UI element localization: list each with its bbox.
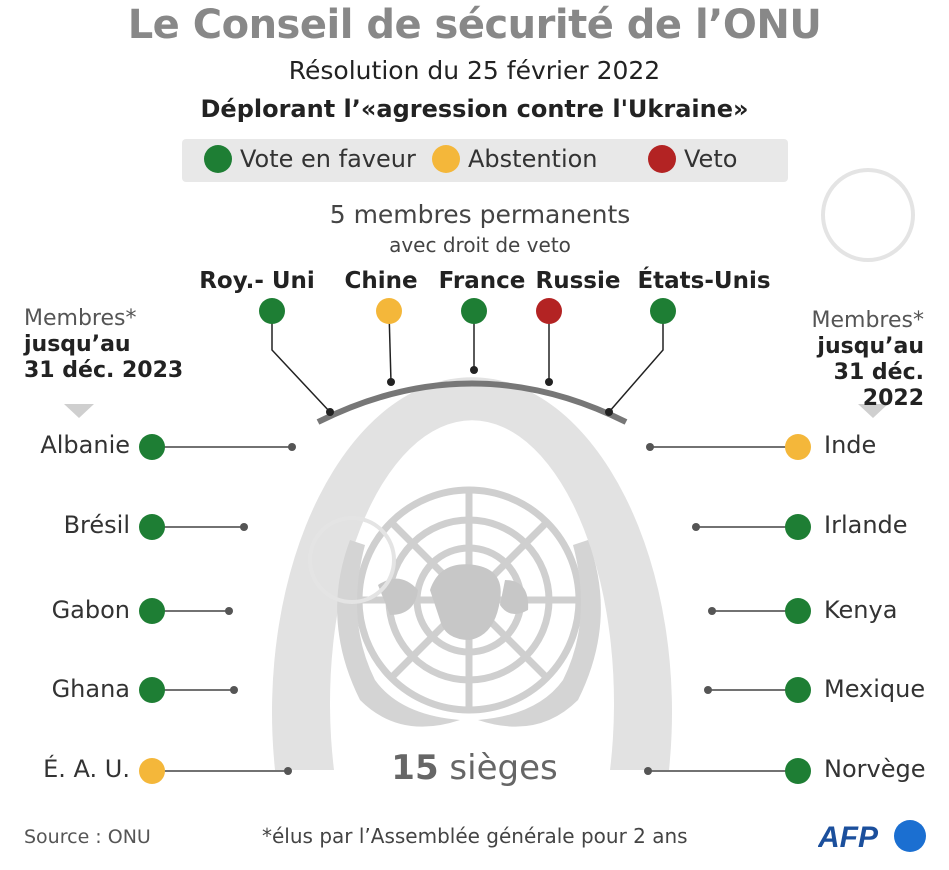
permanent-vote-dots xyxy=(259,298,676,324)
permanent-member-name: États-Unis xyxy=(637,268,771,294)
vote-dot-left xyxy=(139,598,165,624)
vote-legend: Vote en faveur Abstention Veto xyxy=(182,139,788,182)
vote-dot-left xyxy=(139,434,165,460)
afp-logo-text: AFP xyxy=(818,821,879,854)
seats-number: 15 xyxy=(391,748,439,788)
left-member-name: Albanie xyxy=(40,431,130,459)
legend-label: Veto xyxy=(684,145,738,173)
left-connectors xyxy=(152,446,292,772)
afp-logo: AFP xyxy=(818,820,926,854)
vote-dot-perm xyxy=(461,298,487,324)
left-member-name: Gabon xyxy=(51,596,130,624)
legend-item-favour: Vote en faveur xyxy=(204,145,416,173)
vote-dot-perm xyxy=(259,298,285,324)
permanent-members-title: 5 membres permanents xyxy=(329,200,631,229)
vote-dot-perm xyxy=(536,298,562,324)
vote-dot-perm xyxy=(650,298,676,324)
un-emblem-laurel xyxy=(337,540,601,727)
left-group-triangle xyxy=(64,404,94,418)
page-title: Le Conseil de sécurité de l’ONU xyxy=(127,2,822,48)
vote-dot-right xyxy=(785,677,811,703)
left-member-name: É. A. U. xyxy=(43,755,130,783)
legend-item-veto: Veto xyxy=(648,145,737,173)
council-ring xyxy=(272,377,672,770)
right-group-line2: jusqu’au xyxy=(817,334,924,359)
legend-label: Vote en faveur xyxy=(240,145,416,173)
resolution-date: Résolution du 25 février 2022 xyxy=(288,56,661,85)
right-group-note: Membres* jusqu’au 31 déc. 2022 xyxy=(772,308,924,412)
right-group-line1: Membres* xyxy=(811,308,924,333)
legend-item-abstention: Abstention xyxy=(432,145,598,173)
permanent-member-name: France xyxy=(438,268,526,294)
vote-dot-right xyxy=(785,434,811,460)
permanent-member-name: Chine xyxy=(344,268,418,294)
vote-dot-left xyxy=(139,514,165,540)
permanent-member-name: Russie xyxy=(535,268,621,294)
vote-dot-right xyxy=(785,514,811,540)
abstention-dot-icon xyxy=(432,145,460,173)
left-vote-dots xyxy=(139,434,165,784)
footnote: *élus par l’Assemblée générale pour 2 an… xyxy=(262,824,688,848)
left-group-note: Membres* jusqu’au 31 déc. 2023 xyxy=(24,306,183,384)
favour-dot-icon xyxy=(204,145,232,173)
permanent-member-name: Roy.- Uni xyxy=(199,268,315,294)
left-group-line2: jusqu’au xyxy=(24,332,131,357)
right-anchor-dots xyxy=(644,443,716,775)
vote-dot-left xyxy=(139,677,165,703)
left-member-name: Brésil xyxy=(63,511,130,539)
right-group-line3: 31 déc. 2022 xyxy=(833,360,924,411)
permanent-members-subtitle: avec droit de veto xyxy=(389,233,571,257)
right-member-name: Irlande xyxy=(824,511,908,539)
un-emblem-continents xyxy=(378,564,529,640)
left-group-line1: Membres* xyxy=(24,306,137,331)
vote-dot-left xyxy=(139,758,165,784)
left-anchor-dots xyxy=(225,443,296,775)
right-member-name: Kenya xyxy=(824,596,898,624)
seats-count: 15 sièges xyxy=(0,748,949,788)
vote-dot-right xyxy=(785,758,811,784)
left-group-line3: 31 déc. 2023 xyxy=(24,358,184,383)
right-connectors xyxy=(648,446,798,772)
watermark-circle xyxy=(821,168,915,262)
source-note: Source : ONU xyxy=(24,826,151,848)
right-member-name: Norvège xyxy=(824,755,926,783)
watermark-circle xyxy=(308,516,396,604)
veto-dot-icon xyxy=(648,145,676,173)
legend-label: Abstention xyxy=(468,145,598,173)
permanent-anchor-dots xyxy=(326,366,613,416)
vote-dot-right xyxy=(785,598,811,624)
right-member-name: Mexique xyxy=(824,675,926,703)
left-member-name: Ghana xyxy=(51,675,130,703)
right-group-triangle xyxy=(858,404,888,418)
right-member-name: Inde xyxy=(824,431,877,459)
seats-label: sièges xyxy=(449,748,558,788)
permanent-arc xyxy=(316,380,628,425)
right-vote-dots xyxy=(785,434,811,784)
resolution-subject: Déplorant l’«agression contre l'Ukraine» xyxy=(200,95,749,123)
vote-dot-perm xyxy=(376,298,402,324)
